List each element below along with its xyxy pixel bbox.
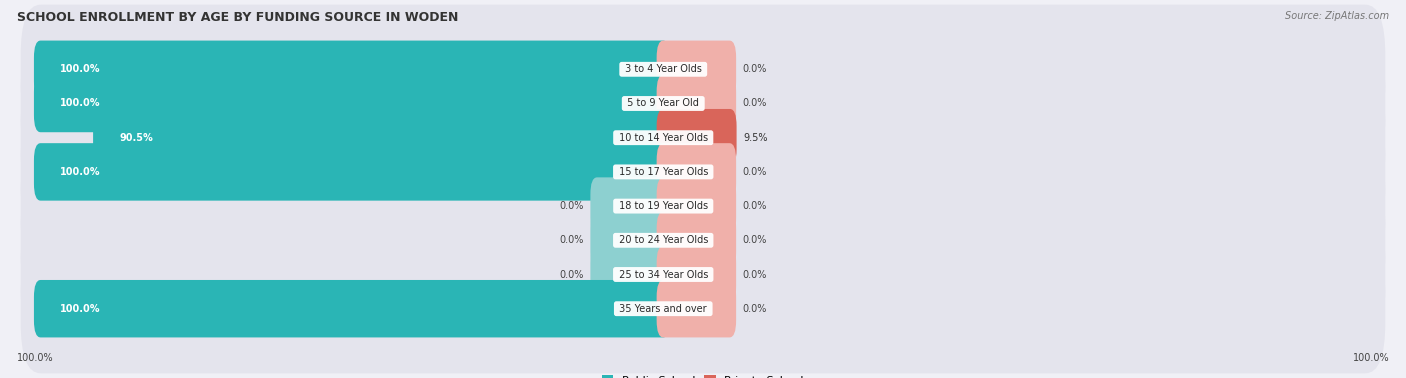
FancyBboxPatch shape bbox=[21, 73, 1385, 202]
Legend: Public School, Private School: Public School, Private School bbox=[598, 371, 808, 378]
Text: 100.0%: 100.0% bbox=[17, 353, 53, 363]
Text: 0.0%: 0.0% bbox=[742, 304, 768, 314]
FancyBboxPatch shape bbox=[34, 40, 669, 98]
FancyBboxPatch shape bbox=[591, 177, 669, 235]
Text: 0.0%: 0.0% bbox=[742, 235, 768, 245]
Text: 5 to 9 Year Old: 5 to 9 Year Old bbox=[624, 99, 702, 108]
Text: 0.0%: 0.0% bbox=[560, 201, 583, 211]
Text: 0.0%: 0.0% bbox=[742, 99, 768, 108]
FancyBboxPatch shape bbox=[591, 212, 669, 269]
Text: 100.0%: 100.0% bbox=[60, 64, 101, 74]
FancyBboxPatch shape bbox=[34, 280, 669, 338]
Text: 0.0%: 0.0% bbox=[742, 167, 768, 177]
FancyBboxPatch shape bbox=[34, 143, 669, 201]
FancyBboxPatch shape bbox=[21, 176, 1385, 305]
Text: 100.0%: 100.0% bbox=[60, 167, 101, 177]
FancyBboxPatch shape bbox=[34, 75, 669, 132]
FancyBboxPatch shape bbox=[21, 5, 1385, 134]
FancyBboxPatch shape bbox=[657, 280, 737, 338]
Text: SCHOOL ENROLLMENT BY AGE BY FUNDING SOURCE IN WODEN: SCHOOL ENROLLMENT BY AGE BY FUNDING SOUR… bbox=[17, 11, 458, 24]
Text: 15 to 17 Year Olds: 15 to 17 Year Olds bbox=[616, 167, 711, 177]
Text: 35 Years and over: 35 Years and over bbox=[616, 304, 710, 314]
Text: 20 to 24 Year Olds: 20 to 24 Year Olds bbox=[616, 235, 711, 245]
Text: 0.0%: 0.0% bbox=[560, 270, 583, 279]
Text: 9.5%: 9.5% bbox=[744, 133, 768, 143]
FancyBboxPatch shape bbox=[657, 109, 737, 166]
Text: 18 to 19 Year Olds: 18 to 19 Year Olds bbox=[616, 201, 711, 211]
FancyBboxPatch shape bbox=[21, 141, 1385, 271]
FancyBboxPatch shape bbox=[657, 212, 737, 269]
FancyBboxPatch shape bbox=[21, 107, 1385, 237]
FancyBboxPatch shape bbox=[21, 39, 1385, 168]
Text: 100.0%: 100.0% bbox=[60, 304, 101, 314]
FancyBboxPatch shape bbox=[657, 75, 737, 132]
FancyBboxPatch shape bbox=[657, 246, 737, 303]
FancyBboxPatch shape bbox=[657, 143, 737, 201]
Text: 0.0%: 0.0% bbox=[560, 235, 583, 245]
Text: 3 to 4 Year Olds: 3 to 4 Year Olds bbox=[621, 64, 704, 74]
Text: 0.0%: 0.0% bbox=[742, 64, 768, 74]
FancyBboxPatch shape bbox=[21, 244, 1385, 373]
Text: Source: ZipAtlas.com: Source: ZipAtlas.com bbox=[1285, 11, 1389, 21]
FancyBboxPatch shape bbox=[657, 177, 737, 235]
Text: 10 to 14 Year Olds: 10 to 14 Year Olds bbox=[616, 133, 711, 143]
FancyBboxPatch shape bbox=[21, 210, 1385, 339]
Text: 100.0%: 100.0% bbox=[1353, 353, 1389, 363]
FancyBboxPatch shape bbox=[657, 40, 737, 98]
Text: 90.5%: 90.5% bbox=[120, 133, 153, 143]
FancyBboxPatch shape bbox=[93, 109, 669, 166]
Text: 100.0%: 100.0% bbox=[60, 99, 101, 108]
Text: 25 to 34 Year Olds: 25 to 34 Year Olds bbox=[616, 270, 711, 279]
Text: 0.0%: 0.0% bbox=[742, 201, 768, 211]
Text: 0.0%: 0.0% bbox=[742, 270, 768, 279]
FancyBboxPatch shape bbox=[591, 246, 669, 303]
